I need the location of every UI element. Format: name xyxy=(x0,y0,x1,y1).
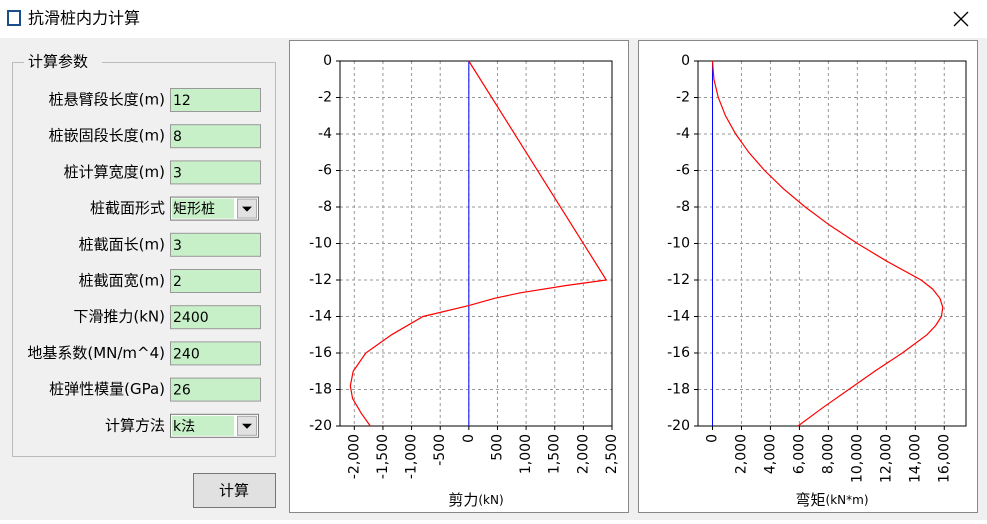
y-tick-label: -6 xyxy=(318,163,332,179)
text-input[interactable] xyxy=(170,88,261,112)
y-tick-label: -18 xyxy=(667,382,690,398)
text-input[interactable] xyxy=(170,124,261,149)
field-value: 12 xyxy=(173,93,191,109)
y-tick-label: -12 xyxy=(309,272,332,288)
field-value: 3 xyxy=(173,165,182,181)
field-value: 240 xyxy=(173,346,200,362)
x-tick-label: 2,000 xyxy=(733,434,749,474)
plot-border xyxy=(697,60,967,427)
x-axis-label: 弯矩(kN*m) xyxy=(796,491,869,509)
x-tick-label: 2,500 xyxy=(604,434,620,474)
x-tick-label: 10,000 xyxy=(849,434,865,483)
y-tick-label: -16 xyxy=(667,345,690,361)
group-box xyxy=(12,62,276,457)
x-tick-label: 4,000 xyxy=(762,434,778,474)
y-tick-label: -6 xyxy=(676,163,690,179)
x-axis-label-name: 剪力 xyxy=(448,491,478,509)
chart-panel xyxy=(638,40,978,513)
chart-panel xyxy=(289,40,629,513)
field-label: 下滑推力(kN) xyxy=(73,308,165,326)
x-axis-label-unit: (kN*m) xyxy=(826,493,869,507)
app-icon xyxy=(7,10,21,26)
group-title-bg xyxy=(24,52,102,70)
x-tick-label: 0 xyxy=(704,434,720,443)
y-tick-label: -12 xyxy=(667,272,690,288)
field-label: 桩截面宽(m) xyxy=(79,272,165,290)
window-title: 抗滑桩内力计算 xyxy=(28,9,140,28)
y-tick-label: -4 xyxy=(676,126,690,142)
field-label: 桩嵌固段长度(m) xyxy=(49,127,165,145)
x-tick-label: 1,500 xyxy=(547,434,563,474)
x-tick-label: 2,000 xyxy=(575,434,591,474)
x-tick-label: 500 xyxy=(489,434,505,461)
x-tick-label: -1,500 xyxy=(375,434,391,479)
calc-button-label[interactable]: 计算 xyxy=(219,482,249,500)
field-label: 桩截面长(m) xyxy=(79,235,165,253)
y-tick-label: 0 xyxy=(323,53,332,69)
x-tick-label: -1,000 xyxy=(404,434,420,479)
x-tick-label: -500 xyxy=(432,434,448,466)
y-tick-label: -2 xyxy=(318,90,332,106)
y-tick-label: -8 xyxy=(318,199,332,215)
field-label: 计算方法 xyxy=(105,416,165,434)
x-axis-label-name: 弯矩 xyxy=(796,491,826,509)
text-input[interactable] xyxy=(170,269,261,293)
field-label: 桩弹性模量(GPa) xyxy=(49,380,165,398)
close-button[interactable] xyxy=(953,11,969,27)
field-value: 8 xyxy=(173,129,182,145)
x-tick-label: -2,000 xyxy=(346,434,362,479)
y-tick-label: -16 xyxy=(309,345,332,361)
y-tick-label: -10 xyxy=(667,236,690,252)
x-axis-label-unit: (kN) xyxy=(478,493,503,507)
text-input[interactable] xyxy=(170,160,261,185)
field-label: 桩计算宽度(m) xyxy=(64,163,165,181)
field-label: 地基系数(MN/m^4) xyxy=(27,344,165,362)
y-tick-label: 0 xyxy=(681,53,690,69)
y-tick-label: -10 xyxy=(309,236,332,252)
select-highlight xyxy=(172,415,234,436)
field-value: 26 xyxy=(173,383,191,399)
data-line xyxy=(349,60,608,427)
select-arrow xyxy=(242,206,252,212)
select-highlight xyxy=(172,198,234,219)
y-tick-label: -20 xyxy=(309,418,332,434)
field-value: 2 xyxy=(173,274,182,290)
field-value: k法 xyxy=(173,419,195,435)
select-arrow xyxy=(242,423,252,429)
y-tick-label: -8 xyxy=(676,199,690,215)
title-bar xyxy=(0,0,987,38)
x-tick-label: 16,000 xyxy=(936,434,952,483)
x-tick-label: 8,000 xyxy=(820,434,836,474)
y-tick-label: -14 xyxy=(309,309,332,325)
text-input[interactable] xyxy=(170,341,261,366)
y-tick-label: -20 xyxy=(667,418,690,434)
y-tick-label: -18 xyxy=(309,382,332,398)
field-value: 矩形桩 xyxy=(173,201,215,218)
text-input[interactable] xyxy=(170,232,261,257)
y-tick-label: -14 xyxy=(667,309,690,325)
field-value: 2400 xyxy=(173,310,209,326)
data-line xyxy=(711,60,944,427)
plot-border xyxy=(339,60,613,427)
x-axis-label: 剪力(kN) xyxy=(448,491,503,509)
calc-button[interactable] xyxy=(193,473,276,508)
text-input[interactable] xyxy=(170,377,261,402)
x-tick-label: 6,000 xyxy=(791,434,807,474)
x-tick-label: 1,000 xyxy=(518,434,534,474)
field-label: 桩悬臂段长度(m) xyxy=(49,91,165,109)
text-input[interactable] xyxy=(170,305,261,330)
group-title: 计算参数 xyxy=(28,53,88,71)
field-label: 桩截面形式 xyxy=(90,199,165,217)
x-tick-label: 0 xyxy=(461,434,477,443)
y-tick-label: -2 xyxy=(676,90,690,106)
y-tick-label: -4 xyxy=(318,126,332,142)
x-tick-label: 14,000 xyxy=(907,434,923,483)
field-value: 3 xyxy=(173,238,182,254)
x-tick-label: 12,000 xyxy=(878,434,894,483)
